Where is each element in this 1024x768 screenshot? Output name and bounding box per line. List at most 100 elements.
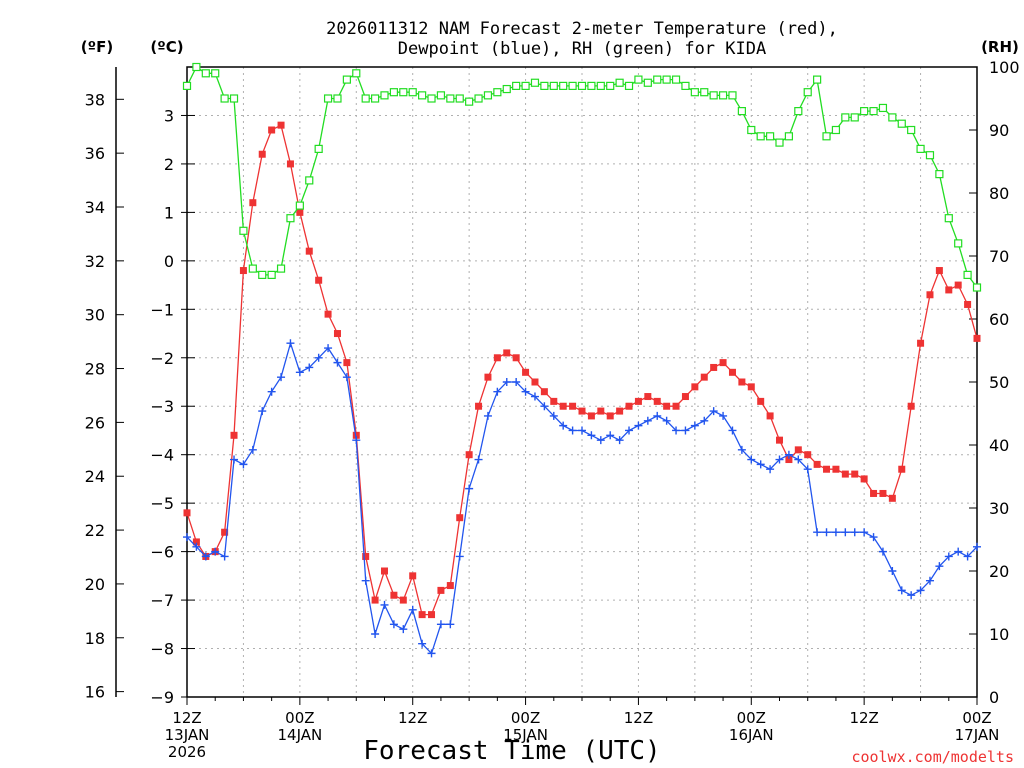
data-point	[634, 75, 643, 84]
data-point	[230, 431, 238, 439]
data-point	[258, 270, 267, 279]
data-point	[286, 160, 294, 168]
data-point	[803, 88, 812, 97]
data-point	[333, 94, 342, 103]
rh-tick-label: 30	[989, 499, 1009, 518]
data-point	[832, 465, 840, 473]
data-point	[850, 113, 859, 122]
data-point	[672, 426, 681, 435]
celsius-tick-label: −3	[150, 397, 174, 416]
series-layer	[182, 62, 982, 658]
data-point	[380, 600, 389, 609]
data-point	[568, 81, 577, 91]
data-point	[851, 470, 859, 478]
rh-tick-label: 80	[989, 184, 1009, 203]
data-point	[183, 533, 191, 542]
data-point	[606, 412, 614, 420]
celsius-tick-label: −4	[150, 446, 174, 465]
data-point	[803, 465, 812, 474]
data-point	[314, 144, 323, 153]
data-point	[925, 576, 934, 585]
data-point	[653, 397, 661, 405]
data-point	[437, 586, 445, 594]
data-point	[719, 411, 728, 420]
data-point	[221, 528, 229, 536]
data-point	[512, 354, 520, 362]
data-point	[606, 431, 615, 440]
data-point	[784, 450, 793, 459]
data-point	[841, 470, 849, 478]
data-point	[888, 494, 896, 502]
data-point	[324, 310, 332, 318]
data-point	[785, 456, 793, 464]
fahrenheit-tick-label: 18	[85, 629, 105, 648]
celsius-tick-label: −6	[150, 543, 174, 562]
data-point	[690, 88, 699, 97]
data-point	[907, 591, 916, 600]
data-point	[493, 387, 502, 396]
x-tick-label: 16JAN	[729, 726, 774, 744]
data-point	[850, 528, 859, 537]
data-point	[813, 460, 821, 468]
data-point	[229, 94, 239, 103]
data-point	[681, 426, 690, 435]
data-point	[710, 363, 718, 371]
series-dewpoint	[183, 339, 981, 658]
data-point	[653, 75, 662, 84]
fahrenheit-tick-label: 28	[85, 360, 105, 379]
data-point	[870, 489, 878, 497]
data-point	[964, 300, 972, 308]
data-point	[474, 94, 483, 103]
celsius-tick-label: 2	[164, 155, 174, 174]
x-tick-label: 12Z	[624, 709, 653, 727]
data-point	[738, 378, 746, 386]
data-point	[380, 91, 389, 100]
data-point	[691, 383, 699, 391]
data-point	[963, 270, 972, 279]
data-point	[409, 572, 417, 580]
data-point	[389, 88, 399, 97]
data-point	[465, 97, 474, 106]
fahrenheit-tick-label: 24	[85, 467, 105, 486]
data-point	[671, 75, 681, 84]
data-point	[841, 113, 850, 122]
data-point	[776, 436, 783, 444]
celsius-tick-label: −5	[150, 494, 174, 513]
data-point	[361, 94, 370, 103]
data-point	[587, 431, 596, 440]
x-tick-label: 00Z	[285, 709, 314, 727]
data-point	[211, 547, 220, 556]
data-point	[841, 528, 850, 537]
data-point	[408, 88, 417, 97]
celsius-unit-label: (ºC)	[150, 38, 183, 56]
data-point	[897, 586, 906, 595]
data-point	[362, 552, 370, 560]
data-point	[249, 199, 257, 207]
data-point	[888, 567, 897, 575]
data-point	[963, 552, 972, 561]
data-point	[493, 354, 501, 362]
celsius-tick-label: −9	[150, 688, 174, 707]
data-point	[521, 81, 530, 91]
data-point	[192, 542, 201, 551]
data-point	[502, 84, 511, 94]
rh-tick-label: 40	[989, 436, 1009, 455]
fahrenheit-tick-label: 34	[85, 198, 105, 217]
fahrenheit-tick-label: 26	[85, 413, 105, 432]
data-point	[267, 387, 276, 396]
data-point	[399, 88, 408, 97]
data-point	[935, 170, 944, 179]
data-point	[324, 344, 333, 353]
data-point	[428, 611, 436, 619]
data-point	[794, 455, 803, 464]
data-point	[475, 402, 483, 410]
x-tick-label: 00Z	[737, 709, 766, 727]
data-point	[728, 426, 737, 435]
data-point	[973, 542, 981, 551]
data-point	[484, 373, 492, 381]
data-point	[286, 339, 295, 348]
data-point	[578, 407, 586, 415]
fahrenheit-tick-label: 16	[85, 683, 105, 702]
rh-tick-label: 50	[989, 373, 1009, 392]
data-point	[944, 552, 953, 561]
